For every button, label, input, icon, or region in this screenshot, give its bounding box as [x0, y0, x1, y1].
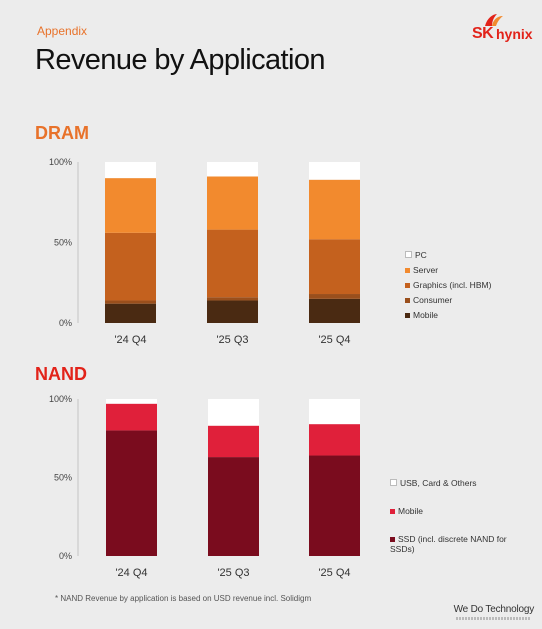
nand-section-title: NAND — [35, 364, 87, 384]
legend-label: Graphics (incl. HBM) — [413, 280, 492, 290]
legend-swatch — [405, 268, 410, 273]
y-tick-label: 0% — [59, 551, 72, 561]
x-tick-label: '25 Q4 — [318, 334, 350, 346]
legend-item: Consumer — [405, 295, 452, 305]
bar-segment-graphics-incl-hbm — [105, 232, 156, 301]
y-tick-label: 50% — [54, 238, 72, 248]
bar-segment-ssd-incl-discrete-nand-for-ssds — [208, 457, 259, 556]
legend-item: SSD (incl. discrete NAND for SSDs) — [390, 534, 520, 554]
bar-segment-graphics-incl-hbm — [207, 229, 258, 298]
bar-segment-server — [105, 178, 156, 233]
appendix-label: Appendix — [37, 24, 88, 38]
legend-item: PC — [405, 250, 427, 260]
legend-item: USB, Card & Others — [390, 478, 477, 488]
legend-swatch — [405, 313, 410, 318]
legend-swatch — [390, 509, 395, 514]
page-title: Revenue by Application — [35, 44, 326, 76]
bar-segment-mobile — [106, 403, 157, 431]
tagline: We Do Technology — [453, 604, 535, 615]
legend-swatch — [390, 479, 397, 486]
legend-swatch — [405, 251, 412, 258]
legend-swatch — [390, 537, 395, 542]
butterfly-icon — [485, 14, 503, 26]
y-tick-label: 0% — [59, 318, 72, 328]
tagline-subtext — [456, 617, 530, 620]
legend-label: Mobile — [398, 506, 424, 516]
x-tick-label: '24 Q4 — [114, 334, 146, 346]
bar-segment-pc — [105, 162, 156, 179]
x-tick-label: '25 Q3 — [217, 567, 249, 579]
legend-label: SSD (incl. discrete NAND for SSDs) — [390, 534, 507, 554]
legend-label: USB, Card & Others — [400, 478, 477, 488]
bar-segment-consumer — [309, 294, 360, 299]
sk-hynix-logo: SK hynix — [470, 12, 534, 44]
legend-label: PC — [415, 250, 427, 260]
bar-segment-usb-card-others — [106, 399, 157, 404]
bar-segment-server — [207, 176, 258, 230]
legend-swatch — [405, 283, 410, 288]
y-tick-label: 100% — [49, 157, 72, 167]
bar-segment-mobile — [309, 424, 360, 456]
legend-label: Consumer — [413, 295, 453, 305]
legend-swatch — [405, 298, 410, 303]
dram-section-title: DRAM — [35, 123, 89, 143]
bar-segment-consumer — [105, 300, 156, 304]
y-tick-label: 100% — [49, 394, 72, 404]
nand-chart: 0% 50% 100% '24 Q4 '25 Q3 '25 Q4 — [49, 394, 360, 579]
x-tick-label: '24 Q4 — [115, 567, 147, 579]
y-tick-label: 50% — [54, 473, 72, 483]
logo-hynix-text: hynix — [496, 26, 533, 42]
bar-segment-mobile — [207, 300, 258, 323]
legend-item: Mobile — [405, 310, 438, 320]
legend-label: Mobile — [413, 310, 439, 320]
bar-segment-usb-card-others — [309, 399, 360, 425]
bar-segment-server — [309, 179, 360, 240]
bar-segment-ssd-incl-discrete-nand-for-ssds — [309, 455, 360, 556]
footnote: * NAND Revenue by application is based o… — [55, 594, 312, 603]
bar-segment-mobile — [208, 425, 259, 458]
dram-legend: PC Server Graphics (incl. HBM) Consumer Mobi… — [405, 250, 535, 330]
bar-segment-mobile — [309, 298, 360, 323]
bar-segment-graphics-incl-hbm — [309, 239, 360, 295]
legend-item: Mobile — [390, 506, 423, 516]
bar-segment-mobile — [105, 303, 156, 323]
x-tick-label: '25 Q3 — [216, 334, 248, 346]
legend-item: Server — [405, 265, 438, 275]
x-tick-label: '25 Q4 — [318, 567, 350, 579]
nand-legend: USB, Card & Others Mobile SSD (incl. discr… — [390, 478, 535, 568]
bar-segment-consumer — [207, 297, 258, 301]
bar-segment-pc — [207, 162, 258, 177]
dram-chart: 0% 50% 100% '24 Q4 '25 Q3 '25 Q4 — [49, 157, 360, 346]
legend-item: Graphics (incl. HBM) — [405, 280, 491, 290]
legend-label: Server — [413, 265, 439, 275]
bar-segment-usb-card-others — [208, 399, 259, 426]
bar-segment-pc — [309, 162, 360, 180]
logo-sk-text: SK — [472, 25, 494, 42]
bar-segment-ssd-incl-discrete-nand-for-ssds — [106, 430, 157, 556]
